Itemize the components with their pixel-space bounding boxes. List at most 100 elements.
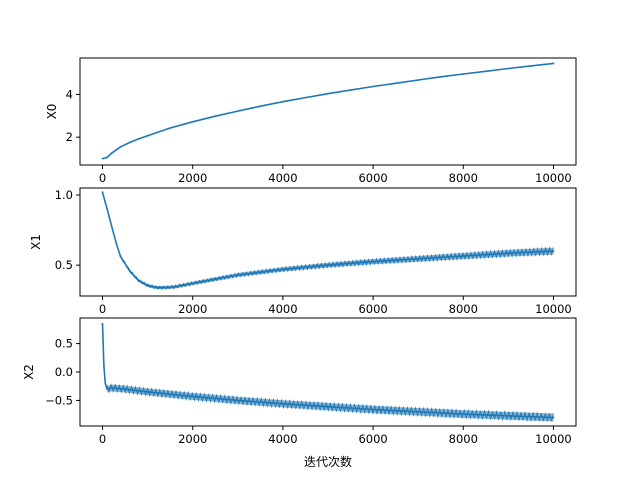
x-tick-label: 4000 bbox=[268, 302, 297, 316]
y-tick-label: 2 bbox=[66, 130, 73, 144]
x-tick-label: 2000 bbox=[178, 302, 207, 316]
data-point bbox=[439, 75, 442, 78]
x-tick-label: 0 bbox=[99, 302, 106, 316]
data-point bbox=[101, 322, 104, 325]
axes-frame bbox=[79, 187, 577, 297]
x-tick-label: 10000 bbox=[535, 302, 572, 316]
y-axis-label: X2 bbox=[22, 364, 36, 380]
data-point bbox=[110, 225, 113, 227]
y-tick-label: 0.5 bbox=[55, 337, 73, 351]
data-point bbox=[106, 388, 108, 390]
data-point bbox=[155, 286, 158, 289]
x-axis-label: 迭代次数 bbox=[304, 454, 352, 469]
data-point bbox=[552, 62, 555, 65]
data-point bbox=[128, 141, 131, 144]
data-point bbox=[110, 152, 113, 155]
data-point bbox=[191, 120, 194, 123]
data-point bbox=[552, 416, 555, 419]
data-point bbox=[507, 414, 510, 417]
panel-x2: 0 2000 4000 6000 8000 10000 −0.5 0.0 0.5 X2 迭代次数 bbox=[22, 317, 577, 469]
x-tick-label: 10000 bbox=[535, 432, 572, 446]
data-point bbox=[110, 387, 113, 389]
x-tick-label: 2000 bbox=[178, 171, 207, 185]
data-point bbox=[236, 399, 239, 402]
data-point bbox=[214, 115, 217, 118]
series-line bbox=[101, 191, 554, 289]
data-point bbox=[507, 252, 510, 255]
x-tick-label: 6000 bbox=[358, 171, 387, 185]
data-point bbox=[191, 395, 194, 398]
data-point bbox=[106, 156, 108, 159]
y-tick-label: 4 bbox=[66, 87, 73, 101]
data-point bbox=[173, 286, 176, 288]
y-tick-label: 1.0 bbox=[55, 188, 73, 202]
data-point bbox=[282, 100, 284, 103]
data-point bbox=[372, 85, 374, 88]
panel-x1: 0 2000 4000 6000 8000 10000 0.5 1.0 X1 bbox=[29, 187, 577, 316]
x-tick-label: 4000 bbox=[268, 432, 297, 446]
data-point bbox=[104, 382, 107, 385]
data-point bbox=[327, 405, 329, 408]
data-point bbox=[236, 274, 239, 276]
data-point bbox=[137, 279, 140, 282]
data-point bbox=[372, 260, 374, 263]
series-line bbox=[102, 62, 554, 160]
data-point bbox=[236, 110, 239, 112]
data-point bbox=[304, 96, 307, 99]
x-tick-label: 4000 bbox=[268, 171, 297, 185]
data-point bbox=[146, 134, 149, 137]
data-point bbox=[214, 278, 217, 281]
data-point bbox=[484, 70, 487, 73]
data-point bbox=[259, 271, 262, 274]
x-tick-label: 8000 bbox=[449, 432, 478, 446]
data-point bbox=[137, 138, 140, 140]
data-point bbox=[394, 82, 397, 85]
x-tick-label: 10000 bbox=[535, 171, 572, 185]
data-point bbox=[372, 408, 374, 411]
data-point bbox=[128, 269, 131, 272]
data-point bbox=[164, 286, 167, 289]
series-line bbox=[101, 323, 554, 419]
x-tick-label: 6000 bbox=[358, 432, 387, 446]
data-point bbox=[259, 105, 262, 108]
data-point bbox=[552, 250, 555, 253]
series-oscillation bbox=[106, 383, 554, 423]
data-point bbox=[530, 65, 532, 67]
data-point bbox=[124, 388, 126, 390]
data-point bbox=[282, 402, 284, 405]
data-point bbox=[101, 157, 104, 160]
y-tick-label: −0.5 bbox=[45, 393, 73, 407]
y-axis-label: X1 bbox=[29, 234, 43, 250]
x-tick-label: 0 bbox=[99, 432, 106, 446]
data-point bbox=[327, 92, 329, 95]
series-oscillation-band bbox=[120, 247, 554, 290]
data-point bbox=[349, 89, 352, 91]
x-tick-label: 8000 bbox=[449, 302, 478, 316]
data-point bbox=[115, 241, 117, 244]
data-point bbox=[462, 73, 465, 75]
data-point bbox=[101, 191, 104, 194]
y-axis-label: X0 bbox=[45, 104, 59, 120]
x-tick-label: 2000 bbox=[178, 432, 207, 446]
data-point bbox=[106, 208, 108, 210]
data-point bbox=[169, 127, 172, 129]
x-tick-label: 0 bbox=[99, 171, 106, 185]
data-point bbox=[327, 264, 329, 266]
data-point bbox=[507, 67, 510, 70]
data-point bbox=[146, 391, 149, 393]
x-tick-label: 6000 bbox=[358, 302, 387, 316]
data-point bbox=[417, 257, 420, 260]
data-point bbox=[417, 79, 420, 81]
data-point bbox=[103, 365, 105, 368]
data-point bbox=[119, 145, 122, 148]
data-point bbox=[462, 413, 465, 415]
y-tick-label: 0.0 bbox=[55, 365, 73, 379]
y-tick-label: 0.5 bbox=[55, 258, 73, 272]
data-point bbox=[146, 284, 149, 287]
data-point bbox=[191, 282, 194, 285]
x-tick-label: 8000 bbox=[449, 171, 478, 185]
axes-frame bbox=[79, 57, 577, 166]
data-point bbox=[462, 255, 465, 257]
panel-x0: 0 2000 4000 6000 8000 10000 2 4 X0 bbox=[45, 57, 577, 185]
